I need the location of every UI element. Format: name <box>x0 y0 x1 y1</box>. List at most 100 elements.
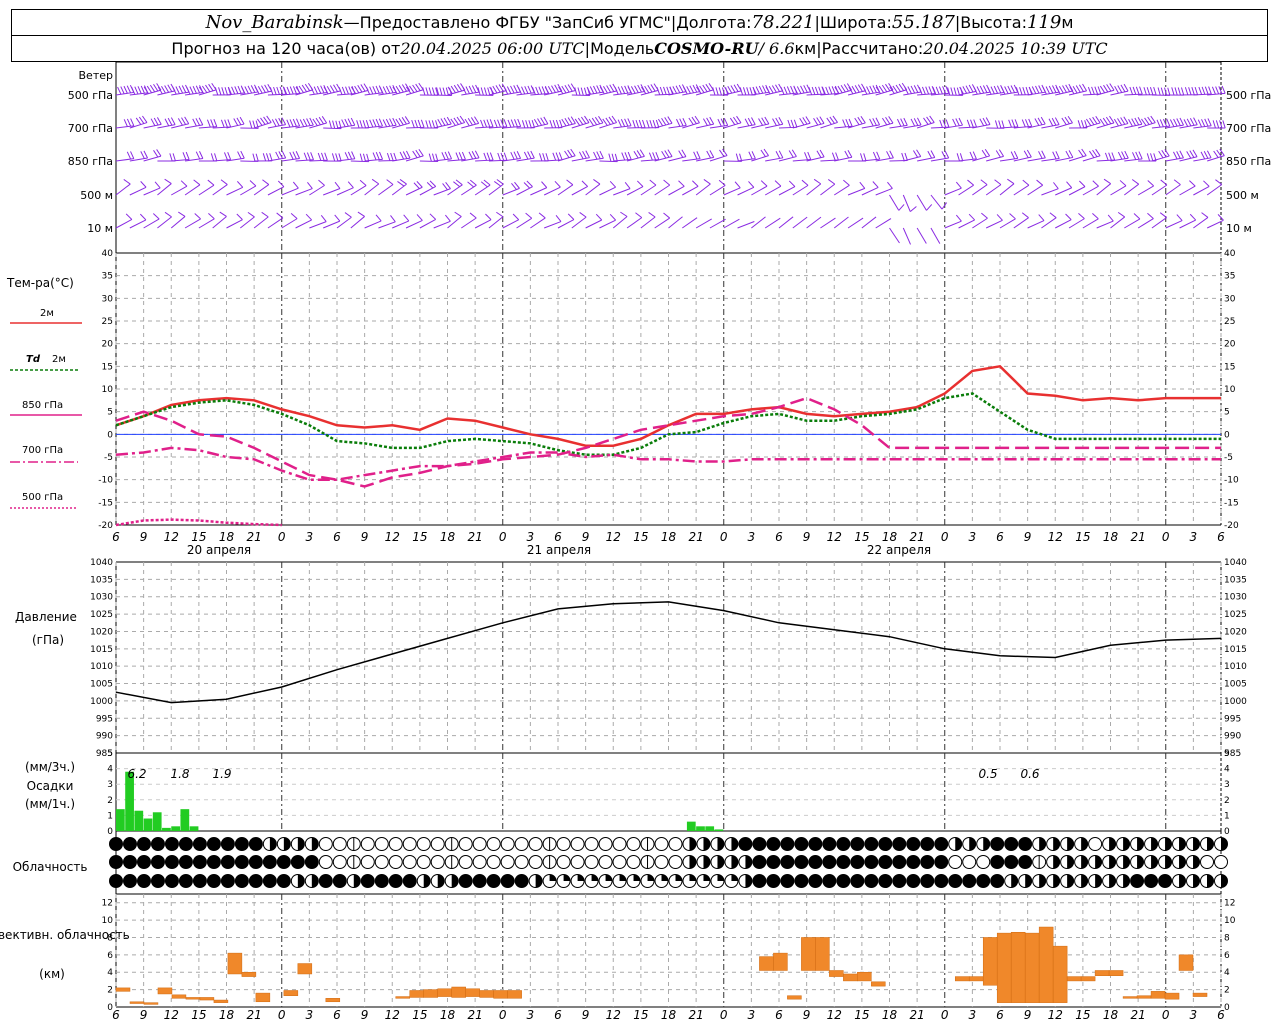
pressure-ytick-right: 1010 <box>1224 662 1247 672</box>
wind-barb-shaft <box>1165 157 1184 162</box>
temperature-ytick-right: 30 <box>1224 294 1236 304</box>
convective-bar <box>843 973 858 982</box>
wind-barb-feather <box>1062 85 1067 93</box>
cloud-cover-fill <box>269 837 277 851</box>
wind-barb-shaft <box>709 124 728 129</box>
wind-barb-feather <box>667 149 673 157</box>
wind-barb-shaft <box>640 89 659 96</box>
wind-barb-shaft <box>834 125 853 129</box>
cloud-cover-icon <box>318 837 333 851</box>
cloud-cover-icon <box>262 874 277 888</box>
wind-barb-feather <box>608 116 614 124</box>
wind-barb-shaft <box>599 122 617 129</box>
wind-barb-feather <box>932 86 937 95</box>
wind-barb-feather <box>567 213 575 220</box>
wind-barb-feather <box>531 86 536 95</box>
wind-barb-feather <box>1131 179 1140 185</box>
wind-barb-feather <box>249 120 253 129</box>
temperature-ytick-right: 40 <box>1224 249 1236 259</box>
convective-bar <box>1066 976 1082 982</box>
wind-barb-feather <box>318 116 324 125</box>
cloud-cover-icon <box>388 855 403 869</box>
wind-barb-feather <box>941 151 946 159</box>
wind-barb-feather <box>1163 118 1168 127</box>
wind-barb-feather <box>302 118 308 127</box>
wind-barb-feather <box>214 87 219 96</box>
wind-barb-feather <box>441 152 446 160</box>
cloud-cover-fill <box>1165 837 1172 851</box>
wind-barb-feather <box>1013 150 1019 159</box>
wind-barb-feather <box>552 119 557 128</box>
cloud-cover-icon <box>500 874 515 888</box>
pressure-ytick: 1020 <box>90 627 113 637</box>
wind-barb-feather <box>564 118 570 126</box>
wind-barb-feather <box>467 117 473 126</box>
wind-barb-feather <box>310 86 315 95</box>
precip-title: Осадки <box>27 779 74 793</box>
wind-barb-feather <box>1197 119 1203 128</box>
x-tick-label: 9 <box>361 530 369 544</box>
wind-barb-shaft <box>447 89 465 96</box>
wind-barb-feather <box>485 213 492 220</box>
wind-barb-feather <box>718 87 722 96</box>
x-tick-label: 12 <box>827 530 842 544</box>
wind-barb-feather <box>1123 83 1129 92</box>
convective-bar <box>773 952 788 971</box>
wind-barb-feather <box>620 119 626 127</box>
wind-barb-feather <box>826 117 832 125</box>
wind-barb-feather <box>950 87 954 96</box>
wind-barb-shaft <box>751 216 766 229</box>
pressure-ytick: 995 <box>96 714 113 724</box>
wind-barb-feather <box>399 179 407 185</box>
cloud-cover-fill <box>703 874 710 881</box>
wind-barb-feather <box>1124 150 1129 159</box>
wind-barb-shaft <box>295 124 314 129</box>
wind-barb-shaft <box>433 158 452 162</box>
wind-barb-shaft <box>226 92 245 96</box>
temperature-ytick-right: 25 <box>1224 317 1235 327</box>
wind-barb-feather <box>1028 86 1034 95</box>
wind-barb-feather <box>1009 213 1016 220</box>
wind-barb-feather <box>341 86 346 95</box>
wind-barb-feather <box>177 118 183 126</box>
cloud-cover-icon <box>402 855 417 869</box>
wind-barb-shaft <box>461 184 477 196</box>
wind-barb-feather <box>164 118 170 127</box>
x-tick-label: 18 <box>1103 530 1119 544</box>
wind-barb-feather <box>1161 149 1167 158</box>
wind-barb-feather <box>719 149 725 157</box>
wind-barb-feather <box>1132 86 1137 95</box>
cloud-cover-fill <box>717 855 724 869</box>
cloud-cover-icon <box>528 855 543 869</box>
cloud-cover-fill <box>563 874 571 881</box>
wind-barb-feather <box>378 118 383 127</box>
wind-barb-shaft <box>571 122 590 129</box>
cloud-cover-icon <box>318 874 333 888</box>
pressure-ytick-right: 990 <box>1224 732 1241 742</box>
wind-barb-shaft <box>1027 123 1046 129</box>
wind-barb-feather <box>827 179 836 185</box>
wind-barb-feather <box>955 118 960 126</box>
convective-bar <box>1108 970 1124 976</box>
wind-barb-feather <box>970 119 974 128</box>
wind-barb-feather <box>661 117 667 126</box>
wind-barb-shaft <box>171 159 190 162</box>
cloud-cover-fill <box>353 874 361 888</box>
wind-barb-feather <box>442 87 446 96</box>
wind-barb-feather <box>637 84 642 93</box>
wind-barb-shaft <box>557 89 576 96</box>
wind-barb-feather <box>846 83 853 91</box>
wind-barb-shaft <box>599 219 616 229</box>
wind-barb-shaft <box>626 155 645 162</box>
wind-barb-feather <box>689 85 695 94</box>
convective-bar <box>982 937 998 986</box>
wind-barb-feather <box>351 151 356 159</box>
wind-barb-feather <box>533 118 539 127</box>
wind-barb-feather <box>208 83 214 92</box>
cloudiness-title: Облачность <box>13 860 88 874</box>
wind-barb-shaft <box>571 157 590 162</box>
wind-barb-feather <box>901 152 905 161</box>
wind-barb-feather <box>126 85 132 94</box>
cloud-cover-icon <box>570 837 585 851</box>
wind-barb-feather <box>252 153 256 162</box>
